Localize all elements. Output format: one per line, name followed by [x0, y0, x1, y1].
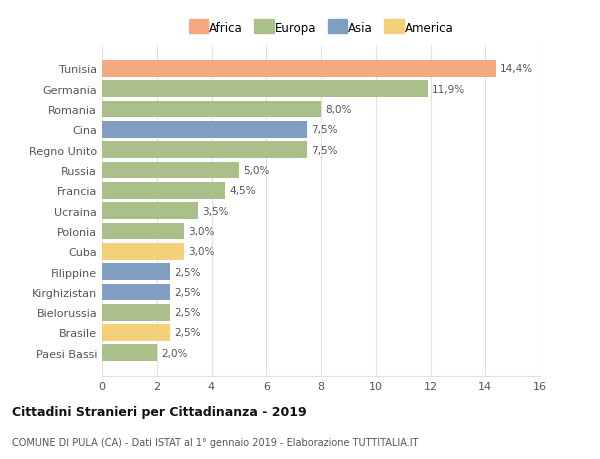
Text: 4,5%: 4,5% — [229, 186, 256, 196]
Text: 3,5%: 3,5% — [202, 206, 229, 216]
Bar — [102, 122, 307, 138]
Bar — [102, 81, 428, 98]
Bar — [102, 101, 321, 118]
Bar — [102, 243, 184, 260]
Text: Cittadini Stranieri per Cittadinanza - 2019: Cittadini Stranieri per Cittadinanza - 2… — [12, 405, 307, 419]
Bar — [102, 345, 157, 361]
Bar — [102, 142, 307, 159]
Text: 3,0%: 3,0% — [188, 246, 215, 257]
Text: 14,4%: 14,4% — [500, 64, 533, 74]
Text: 2,5%: 2,5% — [175, 308, 201, 318]
Bar — [102, 223, 184, 240]
Bar — [102, 162, 239, 179]
Text: 2,0%: 2,0% — [161, 348, 187, 358]
Text: 5,0%: 5,0% — [243, 166, 269, 176]
Legend: Africa, Europa, Asia, America: Africa, Europa, Asia, America — [185, 19, 457, 39]
Text: 7,5%: 7,5% — [311, 146, 338, 155]
Text: 8,0%: 8,0% — [325, 105, 352, 115]
Bar — [102, 304, 170, 321]
Text: 3,0%: 3,0% — [188, 226, 215, 236]
Bar — [102, 183, 225, 199]
Text: 7,5%: 7,5% — [311, 125, 338, 135]
Bar — [102, 284, 170, 301]
Text: 11,9%: 11,9% — [432, 84, 465, 95]
Bar — [102, 203, 198, 219]
Text: 2,5%: 2,5% — [175, 267, 201, 277]
Text: 2,5%: 2,5% — [175, 287, 201, 297]
Bar — [102, 325, 170, 341]
Text: 2,5%: 2,5% — [175, 328, 201, 338]
Bar — [102, 61, 496, 78]
Text: COMUNE DI PULA (CA) - Dati ISTAT al 1° gennaio 2019 - Elaborazione TUTTITALIA.IT: COMUNE DI PULA (CA) - Dati ISTAT al 1° g… — [12, 437, 419, 447]
Bar — [102, 263, 170, 280]
